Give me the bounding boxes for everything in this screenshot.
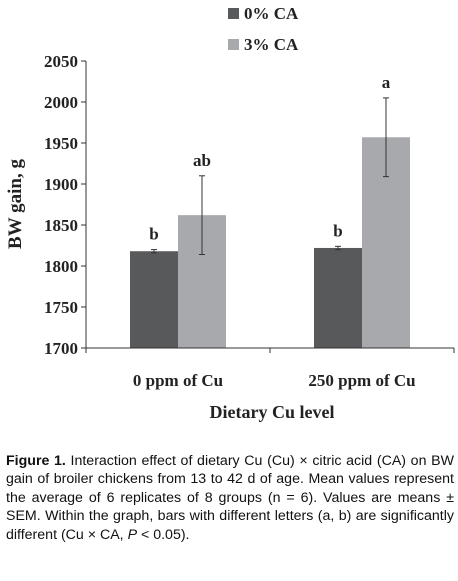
figure-label: Figure 1. xyxy=(6,453,66,469)
y-tick-label-6: 2000 xyxy=(44,93,78,112)
y-tick-label-2: 1800 xyxy=(44,257,78,276)
x-axis-label: Dietary Cu level xyxy=(210,402,335,422)
y-tick-label-0: 1700 xyxy=(44,339,78,358)
y-tick-label-7: 2050 xyxy=(44,52,78,71)
bar-1-0 xyxy=(314,247,362,348)
chart-legend: 0% CA 3% CA xyxy=(228,4,299,54)
caption-p-symbol: P xyxy=(127,526,138,543)
y-tick-label-4: 1900 xyxy=(44,175,78,194)
y-tick-label-3: 1850 xyxy=(44,216,78,235)
legend-swatch-0 xyxy=(228,8,239,19)
significance-letter-0-1: ab xyxy=(193,151,211,170)
significance-letter-1-1: a xyxy=(382,73,391,92)
bars: b ab b a xyxy=(130,73,410,348)
x-tick-label-0: 0 ppm of Cu xyxy=(133,371,223,390)
caption-text: Interaction effect of dietary Cu (Cu) × … xyxy=(6,453,454,543)
x-axis: 0 ppm of Cu 250 ppm of Cu xyxy=(85,347,455,390)
legend-label-1: 3% CA xyxy=(244,35,299,54)
caption-text-end: < 0.05). xyxy=(137,526,190,543)
y-axis-label: BW gain, g xyxy=(5,159,26,249)
x-tick-label-1: 250 ppm of Cu xyxy=(308,371,415,390)
y-tick-label-5: 1950 xyxy=(44,134,78,153)
bar-0-0 xyxy=(130,251,178,348)
legend-swatch-1 xyxy=(228,39,239,50)
y-tick-label-1: 1750 xyxy=(44,298,78,317)
bar-chart: 0% CA 3% CA 1700 1750 1800 1850 1900 1950 2000 2… xyxy=(5,4,455,422)
y-axis: 1700 1750 1800 1850 1900 1950 2000 2050 xyxy=(44,52,87,358)
figure-caption: Figure 1. Interaction effect of dietary … xyxy=(6,452,454,544)
significance-letter-0-0: b xyxy=(149,225,158,244)
legend-label-0: 0% CA xyxy=(244,4,299,23)
significance-letter-1-0: b xyxy=(333,221,342,240)
